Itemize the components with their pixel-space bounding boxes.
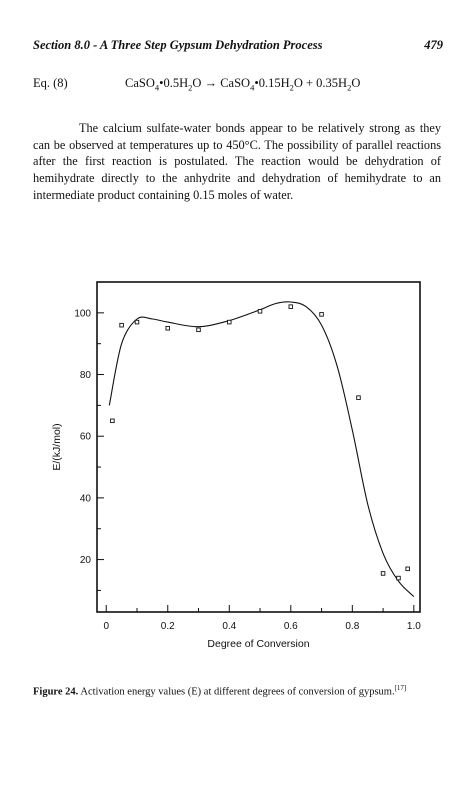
data-point	[380, 571, 386, 576]
page-header: Section 8.0 - A Three Step Gypsum Dehydr…	[33, 38, 443, 56]
x-axis-label: Degree of Conversion	[207, 638, 309, 650]
data-point	[165, 326, 171, 331]
x-tick-label: 0	[103, 621, 109, 632]
data-point	[356, 395, 361, 400]
caption-label: Figure 24.	[33, 686, 79, 698]
x-tick-label: 0.4	[222, 621, 236, 632]
figure-caption: Figure 24. Activation energy values (E) …	[33, 684, 453, 698]
data-point	[405, 566, 410, 572]
y-axis-label: E/(kJ/mol)	[51, 423, 63, 470]
y-tick-label: 20	[80, 555, 92, 566]
y-tick-label: 80	[80, 370, 92, 381]
data-point	[396, 575, 401, 581]
x-tick-label: 1.0	[407, 621, 421, 632]
section-title: Section 8.0 - A Three Step Gypsum Dehydr…	[33, 38, 323, 52]
data-point	[110, 418, 115, 424]
figure-24: 0 0.2 0.4 0.6 0.8 1.0 20 40 60 80 100 Degree of Con…	[0, 270, 473, 660]
x-tick-label: 0.2	[161, 621, 175, 632]
caption-reference: [17]	[394, 684, 407, 692]
x-tick-label: 0.6	[284, 621, 298, 632]
reaction-arrow: →	[204, 76, 218, 90]
data-point	[196, 327, 201, 333]
y-tick-label: 100	[74, 308, 91, 319]
equation-formula: CaSO4•0.5H2O → CaSO4•0.15H2O + 0.35H2O	[125, 76, 361, 93]
activation-energy-chart: 0 0.2 0.4 0.6 0.8 1.0 20 40 60 80 100 Degree of Con…	[51, 281, 421, 650]
y-tick-label: 60	[80, 432, 92, 443]
caption-text: Activation energy values (E) at differen…	[78, 686, 395, 698]
plot-frame	[96, 281, 421, 613]
data-point	[119, 322, 124, 328]
body-paragraph: The calcium sulfate-water bonds appear t…	[33, 121, 441, 202]
y-tick-label: 40	[80, 493, 92, 504]
fit-curve-line	[108, 301, 415, 597]
data-point	[319, 312, 324, 317]
x-tick-label: 0.8	[345, 621, 359, 632]
data-point	[288, 304, 294, 309]
page-number: 479	[424, 38, 443, 52]
data-point	[134, 319, 140, 325]
equation-label: Eq. (8)	[33, 76, 68, 90]
data-point	[257, 309, 263, 314]
data-point	[227, 319, 232, 325]
